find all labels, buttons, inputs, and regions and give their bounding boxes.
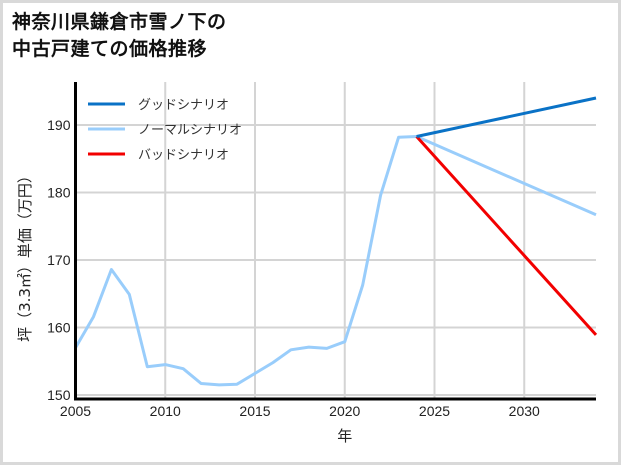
y-tick-label: 150 xyxy=(47,387,71,403)
axes xyxy=(74,82,596,401)
tick-labels: 150 160 170 180 190 2005 2010 2015 2020 2025 2030 xyxy=(47,117,540,419)
gridlines xyxy=(75,82,596,399)
y-tick-label: 160 xyxy=(47,320,71,336)
x-tick-label: 2030 xyxy=(509,403,540,419)
chart-title-line2: 中古戸建ての価格推移 xyxy=(12,38,208,60)
series-lines xyxy=(74,96,598,387)
chart-title: 神奈川県鎌倉市雪ノ下の 中古戸建ての価格推移 xyxy=(12,9,227,63)
series-line xyxy=(415,135,598,336)
x-tick-label: 2005 xyxy=(60,403,91,419)
x-tick-label: 2025 xyxy=(419,403,450,419)
y-axis-label: 坪（3.3㎡）単価（万円） xyxy=(16,168,34,342)
x-axis-label: 年 xyxy=(337,427,352,445)
x-tick-label: 2010 xyxy=(150,403,181,419)
legend-label: ノーマルシナリオ xyxy=(138,123,242,138)
x-tick-label: 2015 xyxy=(239,403,270,419)
y-tick-label: 170 xyxy=(47,252,71,268)
legend-label: グッドシナリオ xyxy=(138,98,229,113)
series-line xyxy=(416,96,597,138)
y-tick-label: 190 xyxy=(47,117,71,133)
x-tick-label: 2020 xyxy=(329,403,360,419)
series-line xyxy=(74,135,597,387)
legend-label: バッドシナリオ xyxy=(138,148,229,163)
y-tick-label: 180 xyxy=(47,185,71,201)
chart-title-line1: 神奈川県鎌倉市雪ノ下の xyxy=(12,11,227,33)
